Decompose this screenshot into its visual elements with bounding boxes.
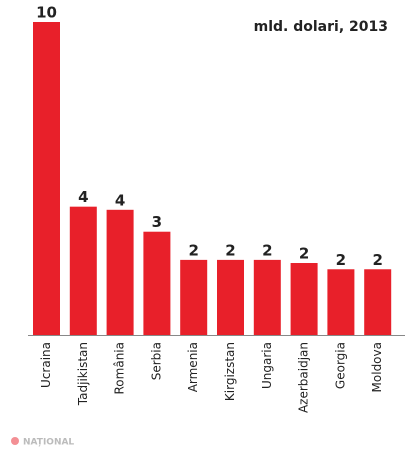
bar — [253, 259, 281, 335]
data-label: 2 — [188, 241, 198, 259]
data-label: 2 — [336, 251, 346, 269]
x-tick-label: România — [113, 342, 127, 394]
data-label: 2 — [372, 251, 382, 269]
bar — [327, 269, 355, 335]
bar — [69, 206, 97, 335]
x-tick-label: Georgia — [333, 342, 347, 389]
bar — [180, 259, 208, 335]
data-label: 2 — [262, 241, 272, 259]
bar — [33, 22, 60, 335]
x-tick-label: Serbia — [149, 342, 163, 380]
bar — [143, 231, 171, 335]
watermark: NAȚIONAL — [23, 438, 74, 448]
x-tick-label: Azerbaidjan — [297, 342, 311, 413]
bar — [364, 269, 392, 335]
x-tick-label: Tadjikistan — [76, 342, 90, 406]
x-tick-label: Ucraina — [39, 342, 53, 388]
bar — [290, 263, 318, 335]
bar — [217, 259, 244, 335]
data-label: 4 — [115, 191, 125, 209]
x-tick-label: Moldova — [370, 342, 384, 392]
watermark-icon — [11, 437, 19, 445]
x-tick-label: Ungaria — [260, 342, 274, 389]
chart-subtitle: mld. dolari, 2013 — [254, 19, 388, 35]
data-label: 4 — [78, 188, 88, 206]
x-tick-label: Kirgizstan — [223, 342, 237, 401]
data-label: 2 — [225, 241, 235, 259]
bar — [106, 209, 134, 335]
data-label: 3 — [152, 213, 162, 231]
data-label: 10 — [36, 4, 57, 22]
data-label: 2 — [299, 245, 309, 263]
x-tick-label: Armenia — [186, 342, 200, 392]
